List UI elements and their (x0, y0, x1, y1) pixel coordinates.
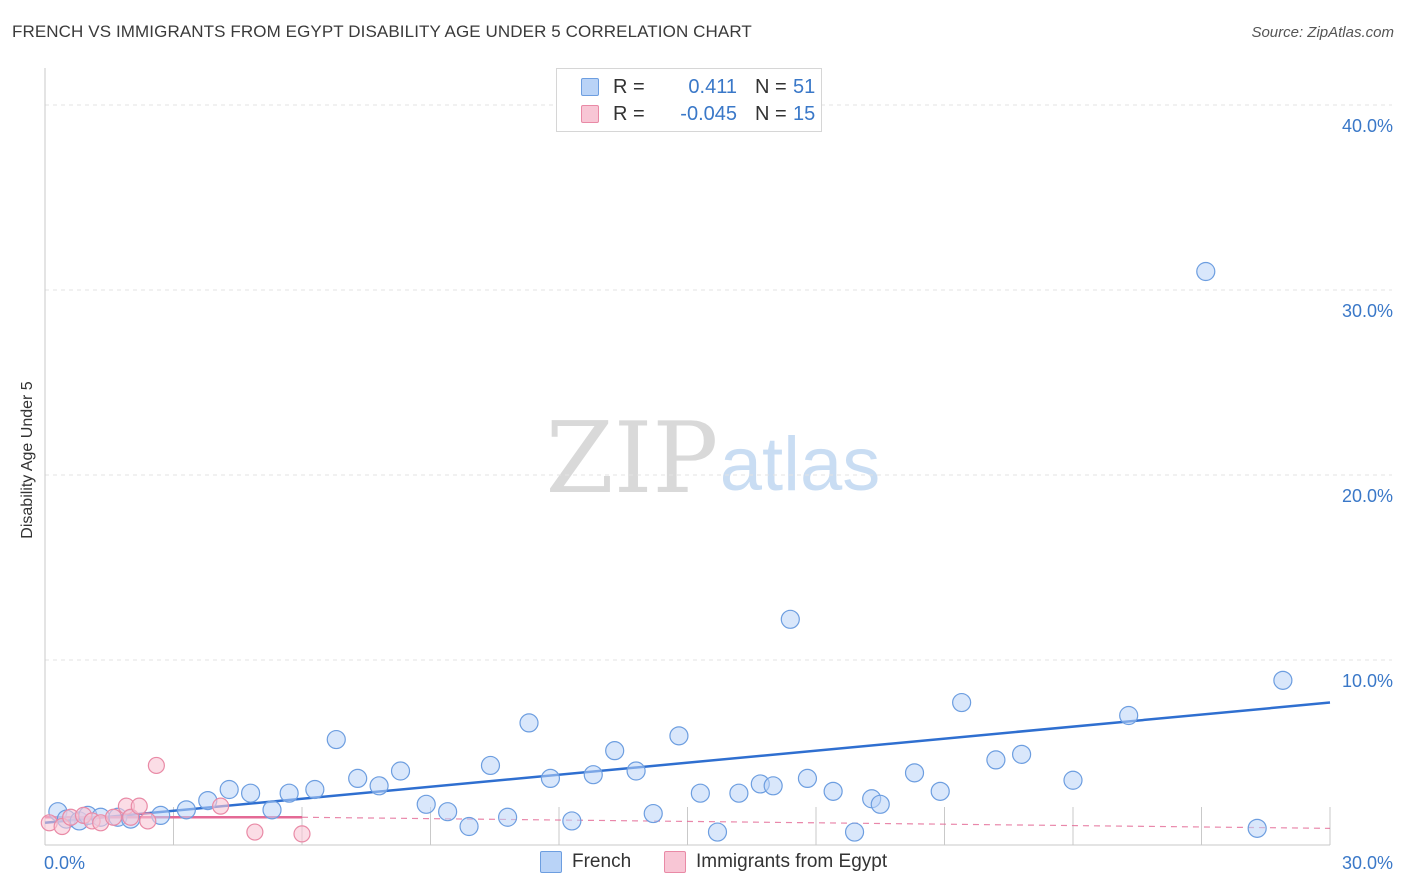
french-legend-swatch (540, 851, 562, 873)
n-label: N = (755, 102, 787, 125)
y-tick-label: 10.0% (1342, 671, 1393, 691)
french-point (904, 763, 925, 783)
y-tick-label: 30.0% (1342, 301, 1393, 321)
french-point (438, 802, 458, 822)
french-point (390, 761, 411, 781)
french-point (930, 781, 950, 801)
french-point (369, 776, 389, 796)
french-point (605, 741, 625, 761)
french-point (262, 800, 282, 820)
egypt-point (147, 756, 165, 775)
french-point (1196, 261, 1216, 282)
watermark-atlas: atlas (720, 422, 881, 507)
y-tick-labels: 10.0% 20.0% 30.0% 40.0% (1342, 116, 1393, 691)
french-point (729, 783, 749, 803)
french-point (562, 811, 582, 831)
r-value: 0.411 (688, 75, 737, 98)
r-value: -0.045 (680, 102, 737, 125)
french-point (1011, 744, 1032, 764)
french-swatch (581, 78, 599, 96)
source-label: Source: ZipAtlas.com (1251, 24, 1394, 41)
french-point (279, 783, 299, 803)
french-point (480, 755, 501, 776)
egypt-point (293, 825, 311, 843)
french-point (780, 609, 800, 629)
y-axis-label-container: Disability Age Under 5 (14, 270, 42, 650)
french-point (952, 692, 972, 713)
french-point (416, 794, 436, 814)
data-points (40, 261, 1293, 843)
legend-item-french: French (540, 851, 631, 873)
french-point (1119, 705, 1139, 726)
french-point (690, 783, 710, 803)
egypt-swatch (581, 105, 599, 123)
legend-row-french: R = 0.411 N = 51 (581, 75, 815, 99)
x-tick-label: 0.0% (44, 853, 85, 873)
french-point (1247, 818, 1267, 838)
french-point (348, 768, 368, 789)
egypt-point (130, 797, 148, 815)
egypt-legend-label: Immigrants from Egypt (696, 851, 888, 872)
french-point (1273, 670, 1293, 690)
french-point (219, 779, 239, 800)
egypt-point (212, 797, 230, 815)
french-point (844, 822, 865, 842)
french-point (823, 781, 843, 801)
french-point (498, 807, 518, 827)
french-point (583, 765, 603, 785)
r-label: R = (613, 75, 645, 98)
french-point (763, 776, 783, 796)
egypt-legend-swatch (664, 851, 686, 873)
egypt-point (246, 823, 264, 841)
french-point (626, 761, 646, 781)
french-legend-label: French (572, 851, 632, 872)
french-trend-line (44, 701, 1331, 825)
axes (44, 68, 1331, 846)
n-value: 51 (793, 75, 816, 98)
y-tick-label: 20.0% (1342, 486, 1393, 506)
french-point (326, 729, 346, 750)
x-tick-labels: 0.0% 30.0% (44, 853, 1393, 873)
gridlines (45, 104, 1392, 661)
french-point (305, 779, 325, 800)
french-point (669, 726, 689, 746)
french-point (797, 768, 818, 789)
egypt-point (139, 812, 157, 830)
watermark-zip: ZIP (546, 402, 719, 516)
french-point (540, 768, 561, 789)
french-point (519, 713, 539, 733)
french-point (986, 750, 1006, 770)
french-point (643, 803, 663, 824)
legend-item-egypt: Immigrants from Egypt (664, 851, 887, 873)
egypt-point (104, 808, 123, 826)
n-label: N = (755, 75, 787, 98)
y-tick-label: 40.0% (1342, 116, 1393, 136)
r-label: R = (613, 102, 645, 125)
y-axis-label: Disability Age Under 5 (19, 381, 36, 539)
french-point (707, 822, 728, 842)
stats-legend: R = 0.411 N = 51 R = -0.045 N = 15 (556, 68, 822, 132)
french-point (870, 794, 890, 814)
legend-row-egypt: R = -0.045 N = 15 (581, 102, 815, 126)
x-tick-label: 30.0% (1342, 853, 1393, 873)
chart-title: FRENCH VS IMMIGRANTS FROM EGYPT DISABILI… (12, 22, 752, 41)
french-point (176, 800, 196, 820)
french-point (1063, 770, 1083, 790)
french-point (459, 816, 479, 837)
french-point (241, 783, 261, 803)
n-value: 15 (793, 102, 816, 125)
